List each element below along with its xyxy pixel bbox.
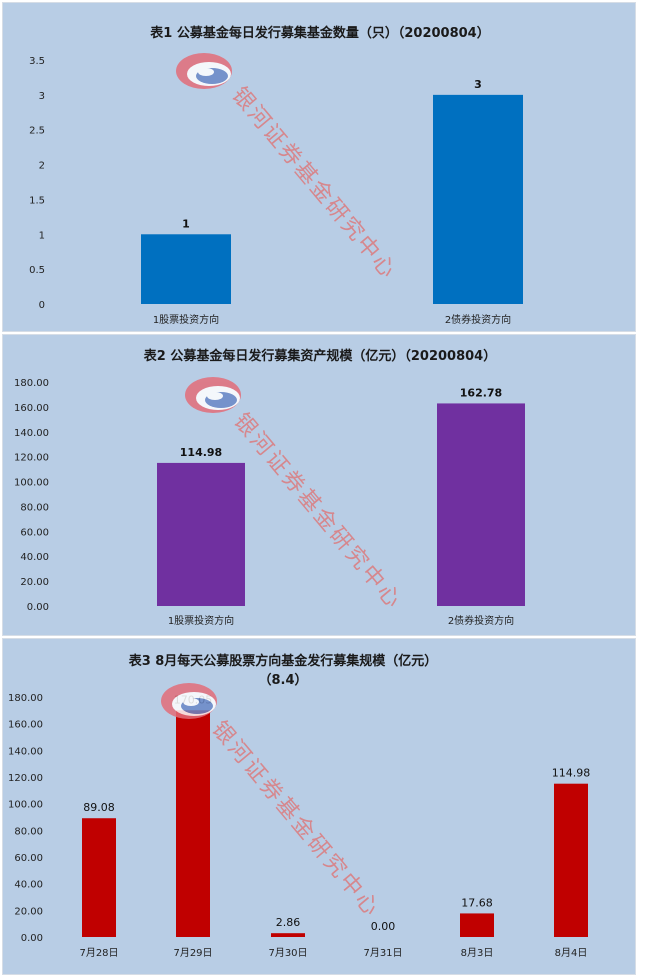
chart-3-y-tick-label: 160.00	[8, 720, 43, 731]
chart-3-y-tick-label: 100.00	[8, 800, 43, 811]
chart-1-data-label: 1	[182, 217, 190, 230]
galaxy-securities-logo-icon	[176, 53, 232, 89]
chart-1-y-tick-label: 0.5	[29, 265, 45, 276]
chart-3-data-label: 17.68	[461, 896, 493, 909]
chart-2-y-tick-label: 120.00	[14, 453, 49, 464]
chart-3-bar	[271, 933, 305, 937]
chart-3-data-label: 0.00	[371, 920, 396, 933]
chart-3-y-tick-label: 0.00	[21, 933, 43, 944]
chart-3-bar	[82, 818, 116, 937]
chart-3-y-tick-label: 120.00	[8, 773, 43, 784]
chart-2-y-tick-label: 0.00	[27, 602, 49, 613]
chart-2-y-tick-label: 160.00	[14, 403, 49, 414]
chart-1-y-tick-label: 0	[39, 300, 45, 311]
chart-panel-3: 表3 8月每天公募股票方向基金发行募集规模（亿元） （8.4） 0.00 20.0…	[2, 638, 636, 975]
chart-3-data-label: 2.86	[276, 916, 301, 929]
chart-2-y-tick-label: 60.00	[20, 527, 49, 538]
chart-2-y-tick-label: 140.00	[14, 428, 49, 439]
chart-1-y-tick-label: 3	[39, 91, 45, 102]
chart-1-y-tick-label: 1	[39, 230, 45, 241]
chart-3-y-tick-label: 80.00	[14, 826, 43, 837]
chart-2-y-tick-label: 180.00	[14, 378, 49, 389]
chart-3-bar	[460, 913, 494, 937]
chart-3-data-label: 114.98	[552, 767, 591, 780]
chart-1-svg: 表1 公募基金每日发行募集基金数量（只）（20200804） 0 0.5 1 1.5 2…	[29, 25, 523, 326]
chart-2-y-tick-label: 20.00	[20, 577, 49, 588]
chart-1-category-label: 1股票投资方向	[153, 313, 219, 326]
galaxy-securities-logo-icon	[185, 377, 241, 413]
chart-3-y-tick-label: 40.00	[14, 880, 43, 891]
chart-3-title: 表3 8月每天公募股票方向基金发行募集规模（亿元）	[128, 653, 438, 669]
chart-2-category-label: 2债券投资方向	[448, 614, 514, 627]
chart-1-y-tick-label: 3.5	[29, 56, 45, 67]
chart-1-bar	[141, 234, 231, 304]
chart-3-subtitle: （8.4）	[258, 672, 307, 688]
chart-3-data-label: 89.08	[83, 801, 115, 814]
chart-2-bar	[157, 462, 245, 606]
chart-3-y-tick-label: 20.00	[14, 906, 43, 917]
galaxy-securities-logo-icon	[161, 683, 217, 719]
chart-3-y-tick-label: 180.00	[8, 693, 43, 704]
chart-2-y-tick-label: 80.00	[20, 502, 49, 513]
chart-2-title: 表2 公募基金每日发行募集资产规模（亿元）（20200804）	[143, 348, 496, 364]
chart-3-svg: 表3 8月每天公募股票方向基金发行募集规模（亿元） （8.4） 0.00 20.0…	[8, 653, 591, 959]
chart-3-y-tick-label: 60.00	[14, 853, 43, 864]
chart-3-y-tick-label: 140.00	[8, 746, 43, 757]
chart-2-data-label: 114.98	[180, 446, 222, 459]
chart-1-data-label: 3	[474, 78, 482, 91]
chart-1-bar	[433, 94, 523, 304]
watermark-text: 银河证券基金研究中心	[226, 83, 399, 283]
chart-2-svg: 表2 公募基金每日发行募集资产规模（亿元）（20200804） 0.00 20.0…	[14, 348, 525, 627]
chart-2-data-label: 162.78	[460, 386, 502, 399]
chart-3-category-label: 7月31日	[363, 947, 402, 959]
chart-2-y-tick-label: 100.00	[14, 478, 49, 489]
chart-3-bar	[554, 783, 588, 937]
chart-2-bar	[437, 403, 525, 606]
chart-1-y-tick-label: 2.5	[29, 126, 45, 137]
chart-2-y-tick-label: 40.00	[20, 552, 49, 563]
chart-1-title: 表1 公募基金每日发行募集基金数量（只）（20200804）	[149, 25, 489, 41]
chart-2-category-label: 1股票投资方向	[168, 614, 234, 627]
chart-3-category-label: 8月4日	[555, 947, 588, 959]
chart-3-category-label: 8月3日	[461, 947, 494, 959]
chart-3-bar	[176, 710, 210, 937]
chart-3-category-label: 7月30日	[268, 947, 307, 959]
chart-1-category-label: 2债券投资方向	[445, 313, 511, 326]
chart-3-category-label: 7月29日	[173, 947, 212, 959]
chart-panel-1: 表1 公募基金每日发行募集基金数量（只）（20200804） 0 0.5 1 1.5 2…	[2, 2, 636, 332]
chart-1-y-tick-label: 2	[39, 161, 45, 172]
chart-3-category-label: 7月28日	[79, 947, 118, 959]
chart-1-y-tick-label: 1.5	[29, 195, 45, 206]
watermark-text: 银河证券基金研究中心	[206, 717, 383, 921]
watermark-text: 银河证券基金研究中心	[228, 409, 405, 613]
chart-panel-2: 表2 公募基金每日发行募集资产规模（亿元）（20200804） 0.00 20.0…	[2, 334, 636, 636]
